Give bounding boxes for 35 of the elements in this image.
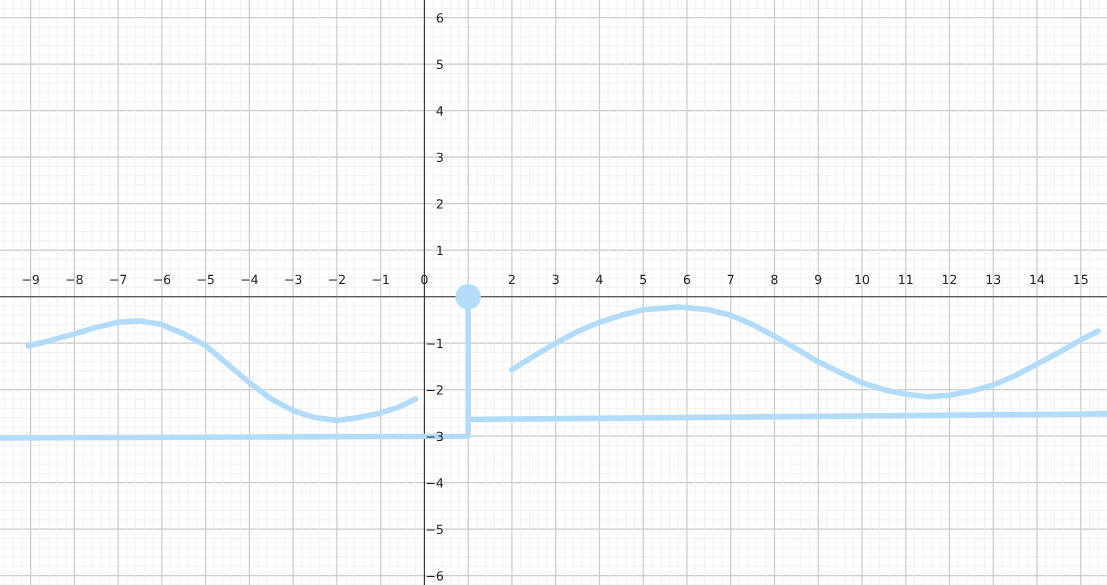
x-tick-label: −5 [197,274,214,285]
y-tick-label: −4 [426,478,444,488]
x-tick-label: 13 [986,274,1001,285]
x-tick-label: 5 [640,274,647,285]
x-tick-label: −4 [241,274,258,284]
y-tick-label: −3 [426,431,443,442]
y-tick-label: 1 [437,245,443,255]
x-tick-label: 9 [815,274,822,285]
y-tick-label: 2 [436,199,443,209]
x-tick-label: −3 [285,274,302,285]
x-tick-label: 4 [596,274,603,284]
y-tick-label: −1 [426,338,443,348]
x-tick-label: 15 [1074,274,1088,285]
x-tick-label: 8 [771,274,778,285]
y-tick-label: −2 [426,385,443,395]
x-tick-label: −7 [110,274,127,284]
y-tick-label: −6 [426,571,444,581]
x-tick-label: 14 [1030,274,1045,284]
x-tick-label: 11 [899,274,913,284]
x-tick-label: −9 [22,274,39,285]
x-tick-label: −1 [372,274,389,284]
x-tick-label: −8 [66,274,83,285]
x-tick-label: 6 [683,274,691,285]
x-tick-label: −2 [329,274,345,284]
y-tick-label: 4 [436,106,444,116]
y-tick-label: 5 [436,59,443,70]
x-tick-label: 10 [855,274,870,285]
x-tick-label: 7 [727,274,734,284]
y-tick-label: −5 [426,524,443,535]
x-tick-label: 3 [552,274,559,285]
x-tick-label: 12 [942,274,957,284]
y-tick-label: 3 [436,152,443,163]
x-tick-label: −6 [154,274,171,285]
y-tick-label: 6 [436,13,444,23]
x-tick-label: 2 [508,274,515,284]
